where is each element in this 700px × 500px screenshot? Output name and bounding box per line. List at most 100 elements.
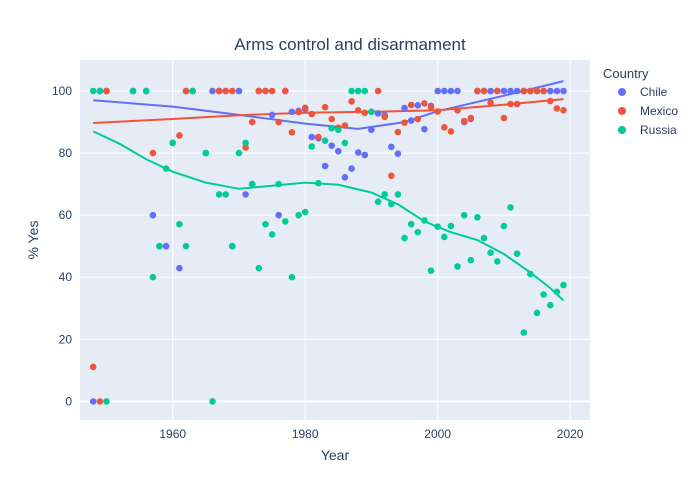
data-point[interactable] (288, 273, 296, 281)
data-point[interactable] (500, 87, 508, 95)
data-point[interactable] (162, 242, 170, 250)
data-point[interactable] (560, 87, 567, 95)
data-point[interactable] (547, 301, 554, 309)
data-point[interactable] (103, 87, 110, 95)
data-point[interactable] (288, 129, 296, 136)
data-point[interactable] (507, 87, 514, 95)
data-point[interactable] (295, 108, 302, 116)
data-point[interactable] (507, 100, 514, 108)
data-point[interactable] (407, 117, 415, 124)
data-point[interactable] (560, 107, 567, 114)
data-point[interactable] (182, 87, 190, 95)
data-point[interactable] (374, 87, 382, 95)
data-point[interactable] (374, 198, 382, 206)
data-point[interactable] (235, 149, 243, 157)
data-point[interactable] (341, 122, 349, 129)
data-point[interactable] (129, 87, 137, 95)
data-point[interactable] (467, 114, 475, 122)
data-point[interactable] (242, 139, 249, 147)
data-point[interactable] (487, 249, 494, 256)
data-point[interactable] (421, 217, 428, 224)
data-point[interactable] (96, 398, 104, 405)
data-point[interactable] (96, 87, 104, 95)
legend-item-russia[interactable]: Russia (618, 123, 677, 137)
data-point[interactable] (255, 264, 263, 272)
data-point[interactable] (401, 234, 408, 242)
data-point[interactable] (533, 87, 541, 95)
data-point[interactable] (421, 125, 428, 133)
data-point[interactable] (308, 110, 316, 118)
data-point[interactable] (235, 87, 243, 95)
legend-item-chile[interactable]: Chile (618, 85, 668, 99)
data-point[interactable] (427, 103, 435, 111)
data-point[interactable] (282, 218, 289, 225)
data-point[interactable] (553, 288, 561, 296)
data-point[interactable] (301, 104, 309, 112)
data-point[interactable] (321, 162, 329, 170)
data-point[interactable] (487, 87, 494, 95)
data-point[interactable] (229, 242, 236, 250)
data-point[interactable] (394, 128, 402, 136)
data-point[interactable] (361, 151, 369, 159)
data-point[interactable] (401, 104, 408, 112)
data-point[interactable] (368, 108, 375, 116)
data-point[interactable] (275, 118, 283, 126)
data-point[interactable] (162, 165, 170, 172)
data-point[interactable] (460, 211, 468, 219)
data-point[interactable] (103, 398, 110, 405)
data-point[interactable] (176, 132, 183, 139)
data-point[interactable] (414, 115, 422, 123)
data-point[interactable] (441, 124, 448, 131)
data-point[interactable] (268, 231, 276, 238)
data-point[interactable] (454, 263, 461, 270)
data-point[interactable] (513, 87, 521, 95)
data-point[interactable] (414, 228, 422, 236)
data-point[interactable] (494, 258, 501, 265)
data-point[interactable] (520, 329, 528, 336)
data-point[interactable] (434, 108, 442, 115)
data-point[interactable] (553, 105, 561, 112)
data-point[interactable] (222, 87, 229, 95)
data-point[interactable] (361, 87, 369, 95)
data-point[interactable] (176, 220, 183, 228)
data-point[interactable] (176, 264, 183, 272)
data-point[interactable] (89, 363, 97, 371)
data-point[interactable] (142, 87, 150, 95)
data-point[interactable] (441, 87, 448, 95)
data-point[interactable] (295, 211, 302, 219)
data-point[interactable] (89, 87, 97, 95)
data-point[interactable] (149, 211, 157, 219)
data-point[interactable] (414, 102, 422, 109)
data-point[interactable] (394, 150, 402, 157)
data-point[interactable] (215, 87, 223, 95)
data-point[interactable] (507, 204, 514, 211)
data-point[interactable] (494, 87, 501, 95)
data-point[interactable] (407, 220, 415, 228)
data-point[interactable] (421, 100, 428, 107)
data-point[interactable] (540, 87, 547, 95)
legend-item-mexico[interactable]: Mexico (618, 104, 678, 118)
data-point[interactable] (242, 191, 249, 198)
data-point[interactable] (441, 233, 448, 241)
data-point[interactable] (209, 398, 216, 405)
data-point[interactable] (149, 149, 157, 157)
data-point[interactable] (262, 87, 269, 95)
data-point[interactable] (540, 291, 547, 298)
data-point[interactable] (341, 139, 349, 147)
data-point[interactable] (500, 114, 508, 122)
data-point[interactable] (89, 398, 97, 405)
data-point[interactable] (222, 191, 229, 198)
data-point[interactable] (282, 87, 289, 95)
data-point[interactable] (354, 87, 362, 95)
data-point[interactable] (388, 200, 395, 208)
data-point[interactable] (248, 118, 256, 126)
data-point[interactable] (182, 242, 190, 250)
data-point[interactable] (348, 165, 355, 172)
data-point[interactable] (341, 174, 349, 181)
data-point[interactable] (348, 98, 355, 105)
data-point[interactable] (374, 110, 382, 117)
data-point[interactable] (381, 113, 389, 121)
data-point[interactable] (255, 87, 263, 95)
data-point[interactable] (328, 115, 336, 123)
data-point[interactable] (427, 267, 435, 275)
